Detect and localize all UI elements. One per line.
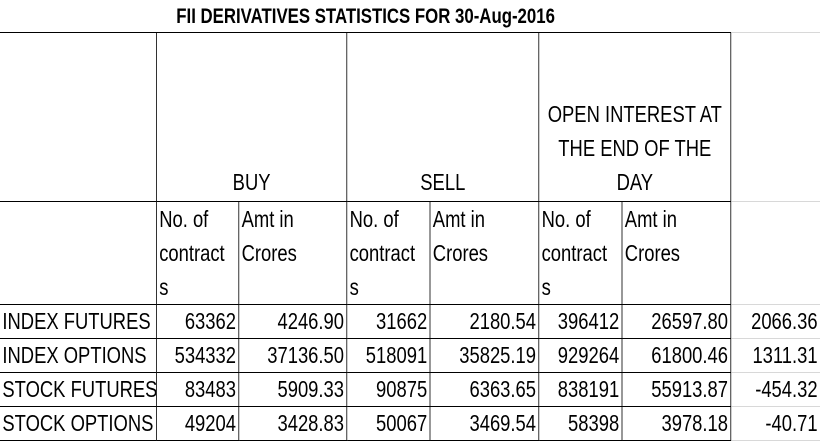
row-label: STOCK OPTIONS bbox=[2, 410, 154, 436]
row-label: INDEX OPTIONS bbox=[2, 342, 147, 368]
blank-cell bbox=[0, 33, 157, 202]
blank-cell bbox=[731, 33, 820, 202]
subheader-cell: Amt in Crores bbox=[430, 202, 540, 305]
value: 90875 bbox=[376, 376, 428, 402]
value-cell: 83483 bbox=[156, 373, 240, 407]
group-header-cell: OPEN INTEREST AT THE END OF THE DAY bbox=[539, 33, 732, 202]
value-cell: 396412 bbox=[539, 305, 623, 339]
value: 518091 bbox=[365, 342, 428, 368]
subheader-cell: Amt in Crores bbox=[622, 202, 732, 305]
value-cell: 534332 bbox=[156, 339, 240, 373]
value-cell: 5909.33 bbox=[239, 373, 348, 407]
value: 31662 bbox=[376, 308, 428, 334]
value: 61800.46 bbox=[651, 342, 728, 368]
group-header-cell: SELL bbox=[347, 33, 540, 202]
net-value: -40.71 bbox=[765, 410, 818, 436]
value: 2180.54 bbox=[469, 308, 536, 334]
row-label: STOCK FUTURES bbox=[2, 376, 157, 402]
subheader: Amt in Crores bbox=[241, 206, 297, 266]
value-cell: 4246.90 bbox=[239, 305, 348, 339]
net-value-cell: -454.32 bbox=[731, 373, 820, 407]
net-value: 1311.31 bbox=[752, 342, 818, 368]
value: 63362 bbox=[184, 308, 236, 334]
value: 838191 bbox=[557, 376, 620, 402]
value: 35825.19 bbox=[459, 342, 536, 368]
value-cell: 3978.18 bbox=[622, 407, 732, 441]
title: FII DERIVATIVES STATISTICS FOR 30-Aug-20… bbox=[176, 5, 555, 28]
subheader-cell: No. of contracts bbox=[156, 202, 240, 305]
value: 26597.80 bbox=[651, 308, 728, 334]
value: 50067 bbox=[376, 410, 428, 436]
blank-cell bbox=[0, 202, 157, 305]
subheader-cell: No. of contracts bbox=[347, 202, 431, 305]
value: 55913.87 bbox=[651, 376, 728, 402]
value: 3978.18 bbox=[661, 410, 728, 436]
value-cell: 26597.80 bbox=[622, 305, 732, 339]
value: 58398 bbox=[568, 410, 620, 436]
net-value-cell: 2066.36 bbox=[731, 305, 820, 339]
title-cell: FII DERIVATIVES STATISTICS FOR 30-Aug-20… bbox=[0, 0, 732, 33]
subheader: Amt in Crores bbox=[432, 206, 489, 266]
net-value: 2066.36 bbox=[751, 308, 818, 334]
value: 396412 bbox=[557, 308, 620, 334]
group-header-cell: BUY bbox=[156, 33, 348, 202]
subheader: No. of contracts bbox=[159, 206, 225, 300]
value-cell: 35825.19 bbox=[430, 339, 540, 373]
subheader-cell: Amt in Crores bbox=[239, 202, 348, 305]
group-header: OPEN INTEREST AT THE END OF THE DAY bbox=[547, 101, 722, 195]
blank-cell bbox=[731, 202, 820, 305]
value-cell: 58398 bbox=[539, 407, 623, 441]
row-label-cell: STOCK FUTURES bbox=[0, 373, 157, 407]
value-cell: 518091 bbox=[347, 339, 431, 373]
group-header: SELL bbox=[420, 169, 466, 195]
blank-cell bbox=[731, 0, 820, 33]
value-cell: 90875 bbox=[347, 373, 431, 407]
value-cell: 49204 bbox=[156, 407, 240, 441]
value-cell: 61800.46 bbox=[622, 339, 732, 373]
value: 49204 bbox=[184, 410, 236, 436]
row-label-cell: INDEX OPTIONS bbox=[0, 339, 157, 373]
value: 3428.83 bbox=[277, 410, 344, 436]
group-header: BUY bbox=[232, 169, 271, 195]
value-cell: 55913.87 bbox=[622, 373, 732, 407]
row-label: INDEX FUTURES bbox=[2, 308, 151, 334]
value: 5909.33 bbox=[277, 376, 344, 402]
value-cell: 31662 bbox=[347, 305, 431, 339]
value-cell: 6363.65 bbox=[430, 373, 540, 407]
value: 929264 bbox=[557, 342, 620, 368]
value-cell: 929264 bbox=[539, 339, 623, 373]
subheader: No. of contracts bbox=[349, 206, 416, 300]
value: 3469.54 bbox=[469, 410, 536, 436]
subheader-cell: No. of contracts bbox=[539, 202, 623, 305]
value: 83483 bbox=[184, 376, 236, 402]
net-value-cell: -40.71 bbox=[731, 407, 820, 441]
subheader: Amt in Crores bbox=[624, 206, 681, 266]
value-cell: 50067 bbox=[347, 407, 431, 441]
net-value-cell: 1311.31 bbox=[731, 339, 820, 373]
value: 534332 bbox=[174, 342, 236, 368]
row-label-cell: INDEX FUTURES bbox=[0, 305, 157, 339]
value-cell: 37136.50 bbox=[239, 339, 348, 373]
value: 6363.65 bbox=[469, 376, 536, 402]
value: 37136.50 bbox=[267, 342, 344, 368]
value-cell: 2180.54 bbox=[430, 305, 540, 339]
net-value: -454.32 bbox=[755, 376, 818, 402]
value: 4246.90 bbox=[277, 308, 344, 334]
row-label-cell: STOCK OPTIONS bbox=[0, 407, 157, 441]
value-cell: 63362 bbox=[156, 305, 240, 339]
value-cell: 3469.54 bbox=[430, 407, 540, 441]
value-cell: 838191 bbox=[539, 373, 623, 407]
subheader: No. of contracts bbox=[541, 206, 608, 300]
value-cell: 3428.83 bbox=[239, 407, 348, 441]
